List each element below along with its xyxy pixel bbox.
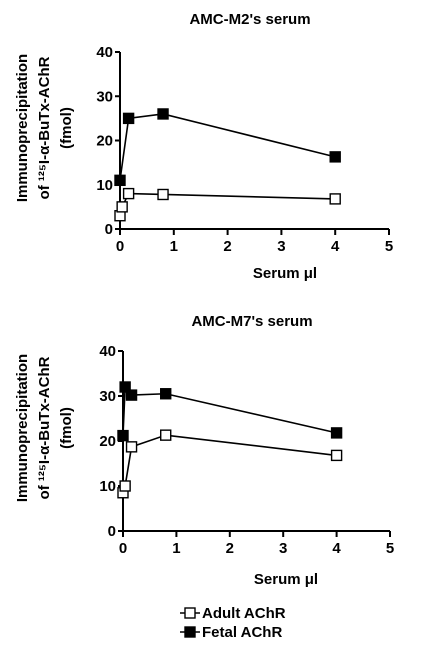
chart2-point-fetal — [330, 427, 343, 439]
chart2-ytick-label: 0 — [108, 523, 116, 540]
chart2-xtick-label: 5 — [386, 540, 394, 557]
chart1-point-fetal — [114, 174, 126, 187]
chart1-xtick-label: 3 — [277, 238, 285, 255]
chart1-point-adult — [116, 201, 128, 213]
chart1: AMC-M2's serum 0 10 20 30 40 0 1 2 3 4 5 Serum μl Imm… — [14, 11, 393, 282]
chart2-ytick-label: 40 — [99, 343, 116, 360]
chart1-point-fetal — [157, 108, 169, 120]
chart2-point-fetal — [125, 389, 138, 401]
legend: Adult AChR Fetal AChR — [180, 605, 286, 641]
chart2-point-adult — [330, 449, 343, 462]
chart2: AMC-M7's serum 0 10 20 30 40 0 1 2 3 4 5 Serum μl Imm… — [14, 313, 394, 588]
chart2-point-adult — [119, 480, 131, 492]
chart1-ylabel-line: Immunoprecipitation — [14, 54, 31, 202]
legend-marker-fetal — [184, 626, 196, 638]
chart2-point-fetal — [160, 388, 172, 400]
chart2-ytick-label: 10 — [99, 478, 116, 495]
chart1-xtick-label: 5 — [385, 238, 393, 255]
chart1-ytick-label: 20 — [96, 133, 113, 150]
chart1-ytick-label: 10 — [96, 177, 113, 194]
chart2-ylabel-line: (fmol) — [58, 407, 75, 449]
chart2-xlabel: Serum μl — [254, 571, 318, 588]
chart2-ylabel-line: of ¹²⁵I-α-BuTx-AChR — [36, 356, 53, 499]
chart1-point-adult — [122, 187, 135, 200]
chart1-ylabel-line: (fmol) — [58, 107, 75, 149]
chart2-point-fetal — [117, 429, 129, 442]
chart1-xlabel: Serum μl — [253, 265, 317, 282]
chart1-series-line — [119, 113, 336, 181]
chart2-xtick-label: 3 — [279, 540, 287, 557]
legend-marker-adult — [184, 607, 196, 619]
chart1-ylabel-line: of ¹²⁵I-α-BuTx-AChR — [36, 56, 53, 199]
chart1-ytick-label: 30 — [96, 88, 113, 105]
chart1-xtick-label: 2 — [223, 238, 231, 255]
chart2-ytick-label: 30 — [99, 388, 116, 405]
chart2-point-adult — [125, 441, 138, 453]
chart1-ytick-label: 40 — [96, 44, 113, 61]
chart1-point-adult — [329, 193, 341, 205]
chart1-xtick-label: 1 — [170, 238, 178, 255]
chart2-point-adult — [160, 429, 172, 441]
chart2-xtick-label: 0 — [119, 540, 127, 557]
chart1-xtick-label: 4 — [331, 238, 340, 255]
chart1-xtick-label: 0 — [116, 238, 124, 255]
chart1-series-line — [119, 192, 336, 216]
chart2-xtick-label: 2 — [226, 540, 234, 557]
chart1-point-adult — [157, 188, 169, 201]
chart2-xtick-label: 1 — [172, 540, 180, 557]
chart2-point-fetal — [119, 381, 131, 393]
chart2-series-line — [122, 434, 337, 493]
legend-label: Fetal AChR — [202, 624, 282, 641]
chart1-ytick-label: 0 — [105, 221, 113, 238]
chart2-series-line — [122, 384, 337, 436]
chart2-ytick-label: 20 — [99, 433, 116, 450]
chart2-title: AMC-M7's serum — [191, 313, 312, 330]
chart1-point-fetal — [122, 112, 135, 125]
chart1-title: AMC-M2's serum — [189, 11, 310, 28]
legend-label: Adult AChR — [202, 605, 286, 622]
chart2-xtick-label: 4 — [332, 540, 341, 557]
chart1-point-fetal — [329, 151, 341, 163]
chart2-ylabel-line: Immunoprecipitation — [14, 354, 31, 502]
